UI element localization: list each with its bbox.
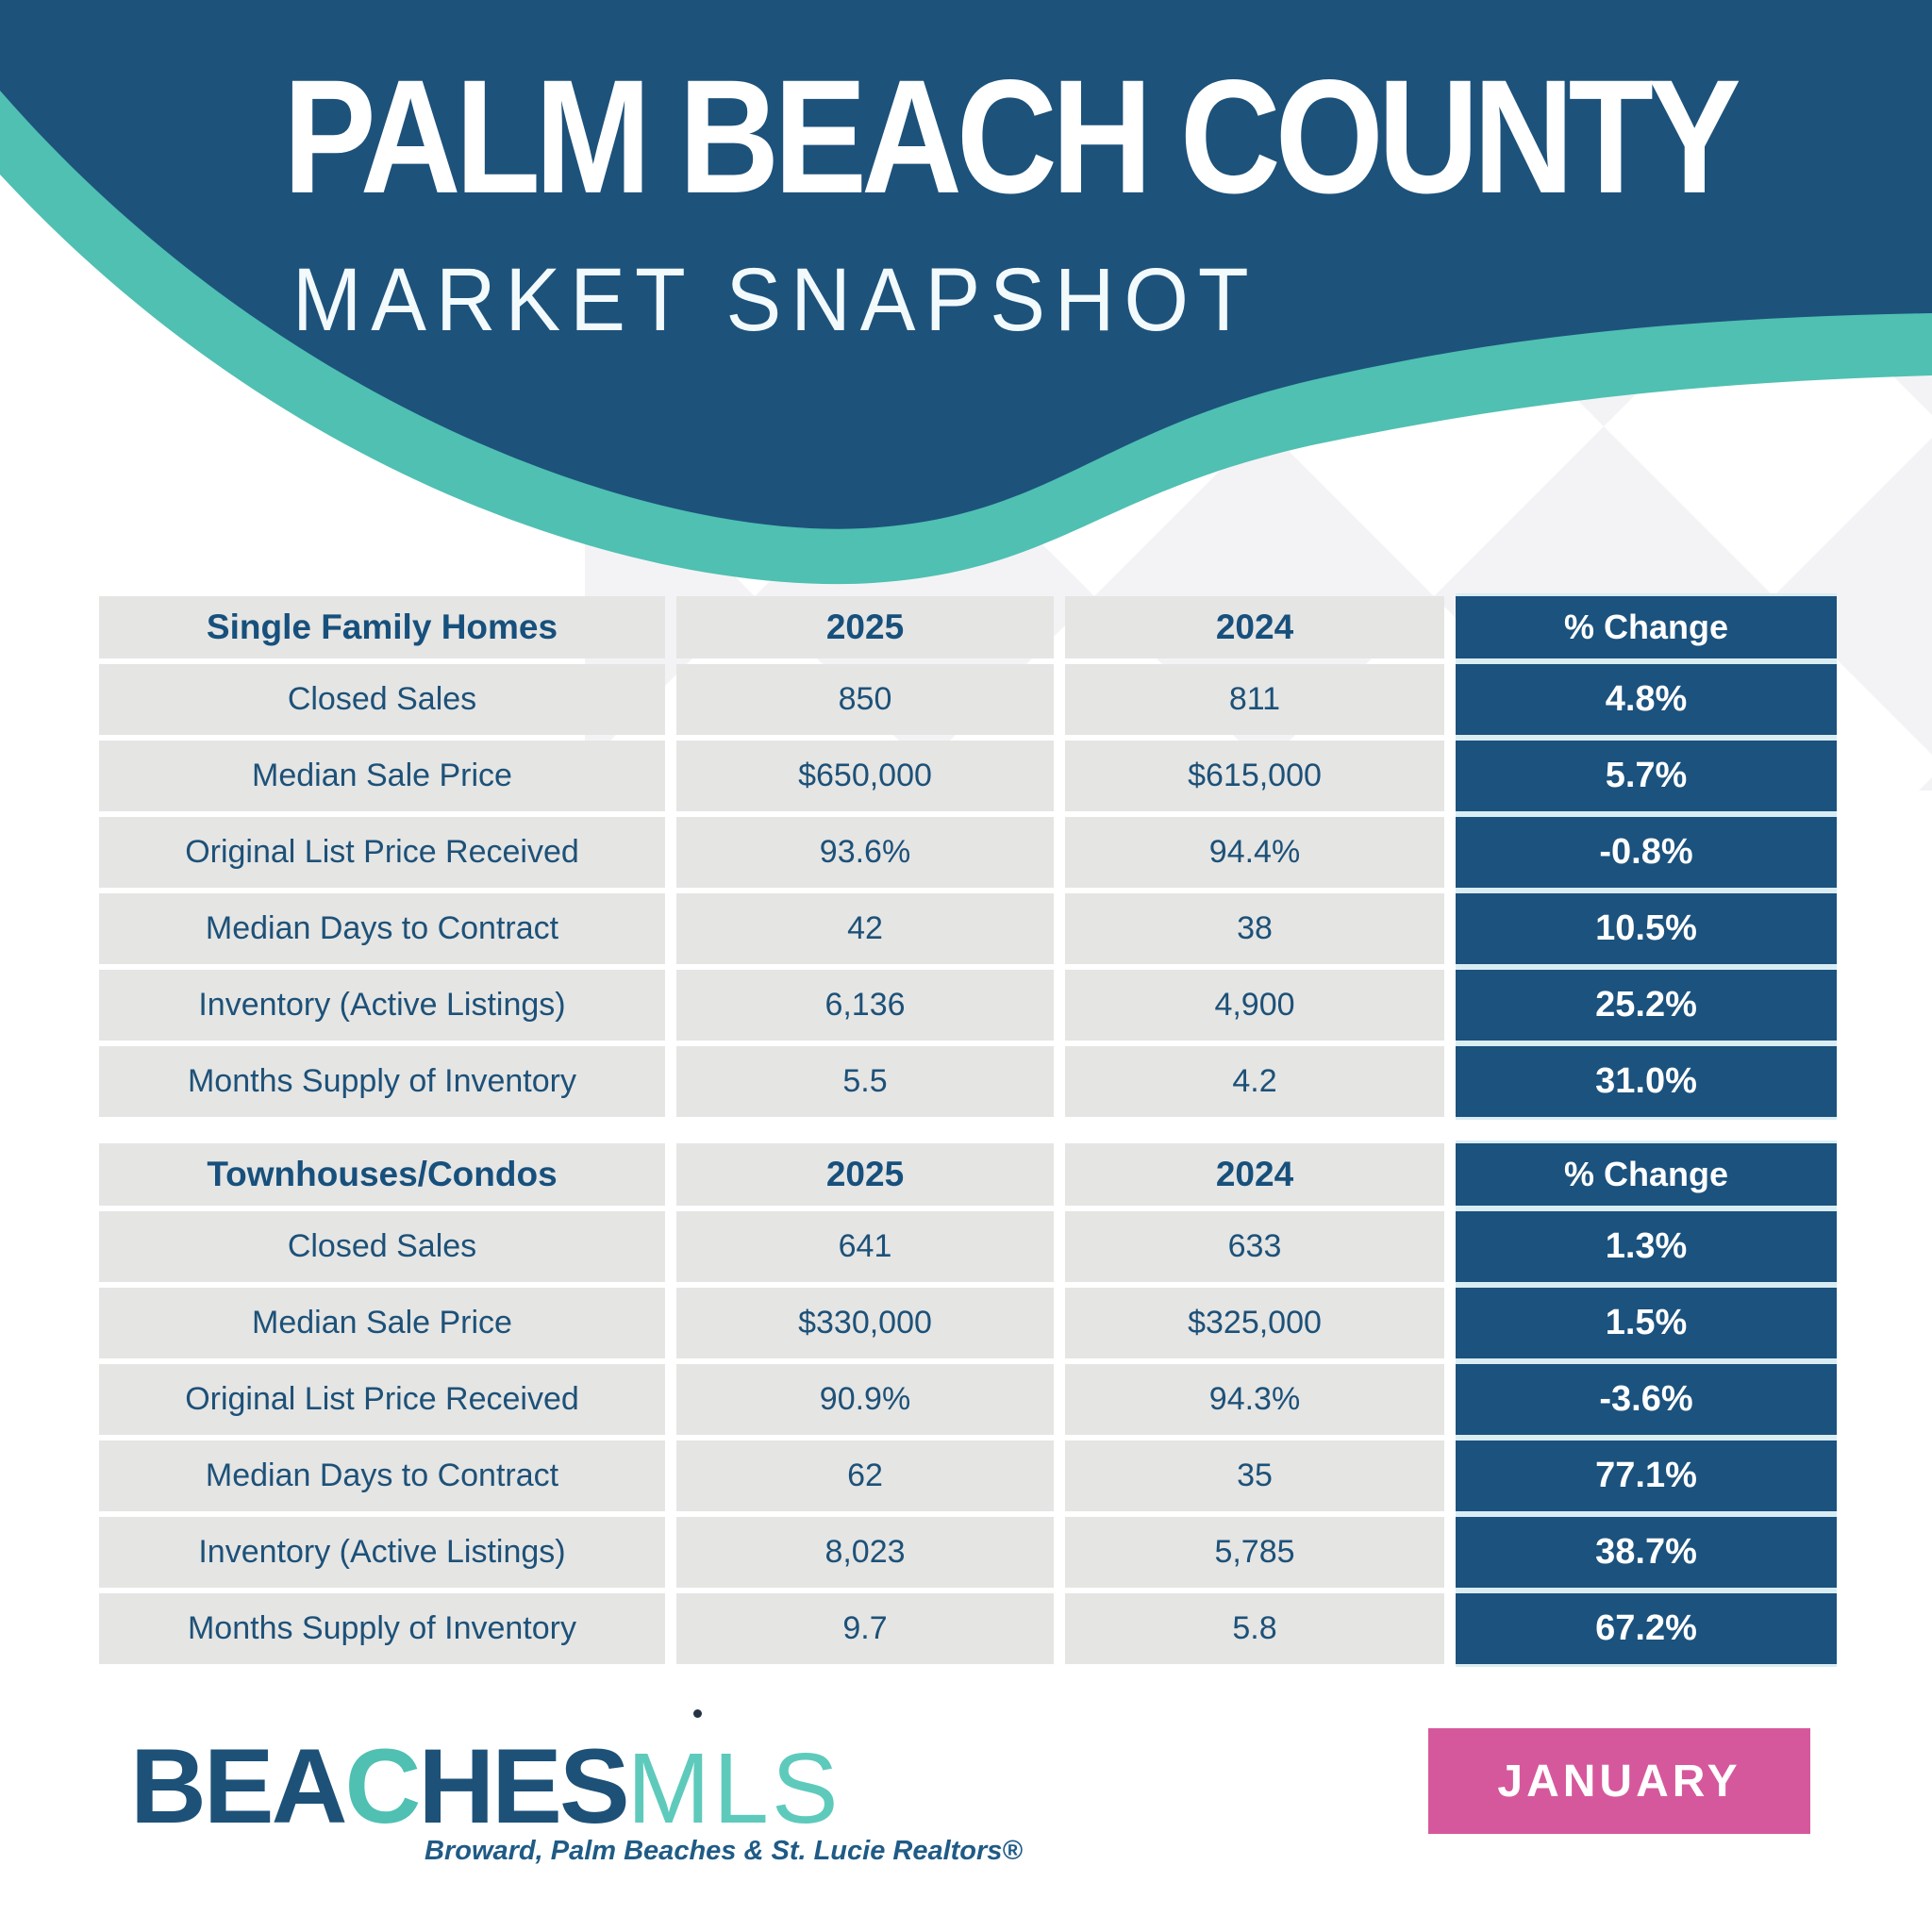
value-2025: 42	[676, 893, 1054, 964]
value-2024: 4,900	[1065, 970, 1444, 1041]
month-badge: JANUARY	[1428, 1728, 1810, 1834]
value-2025: 62	[676, 1441, 1054, 1511]
value-2024: 5,785	[1065, 1517, 1444, 1588]
row-label: Original List Price Received	[99, 817, 665, 888]
row-label: Median Days to Contract	[99, 893, 665, 964]
row-label: Inventory (Active Listings)	[99, 970, 665, 1041]
row-label: Months Supply of Inventory	[99, 1046, 665, 1117]
value-2024: 5.8	[1065, 1593, 1444, 1664]
value-2025: $330,000	[676, 1288, 1054, 1358]
row-label: Median Sale Price	[99, 741, 665, 811]
value-2025: 641	[676, 1211, 1054, 1282]
row-label: Closed Sales	[99, 664, 665, 735]
value-2024: 4.2	[1065, 1046, 1444, 1117]
value-change: 1.3%	[1456, 1211, 1837, 1282]
column-header-2024: 2024	[1065, 596, 1444, 658]
page-title: PALM BEACH COUNTY	[283, 46, 1741, 227]
logo-tagline: Broward, Palm Beaches & St. Lucie Realto…	[425, 1836, 1023, 1866]
logo-text-hes: HES	[418, 1727, 629, 1845]
value-change: 77.1%	[1456, 1441, 1837, 1511]
value-2024: 38	[1065, 893, 1444, 964]
logo-text-mls: MLS	[626, 1733, 841, 1844]
value-2025: 850	[676, 664, 1054, 735]
row-label: Months Supply of Inventory	[99, 1593, 665, 1664]
row-label: Inventory (Active Listings)	[99, 1517, 665, 1588]
logo-accent-dot	[693, 1709, 702, 1718]
value-change: 10.5%	[1456, 893, 1837, 964]
value-2024: 94.4%	[1065, 817, 1444, 888]
value-change: -3.6%	[1456, 1364, 1837, 1435]
value-change: 67.2%	[1456, 1593, 1837, 1664]
row-label: Median Sale Price	[99, 1288, 665, 1358]
column-header-2024: 2024	[1065, 1143, 1444, 1206]
value-2025: 93.6%	[676, 817, 1054, 888]
value-change: 1.5%	[1456, 1288, 1837, 1358]
value-2024: 633	[1065, 1211, 1444, 1282]
value-2024: $325,000	[1065, 1288, 1444, 1358]
value-change: 4.8%	[1456, 664, 1837, 735]
page-subtitle: MARKET SNAPSHOT	[292, 248, 1258, 350]
value-change: 5.7%	[1456, 741, 1837, 811]
value-2024: $615,000	[1065, 741, 1444, 811]
row-label: Median Days to Contract	[99, 1441, 665, 1511]
single-family-homes-table: Single Family Homes 2025 2024 % Change C…	[99, 596, 1837, 1117]
value-change: -0.8%	[1456, 817, 1837, 888]
column-header-2025: 2025	[676, 1143, 1054, 1206]
value-2024: 811	[1065, 664, 1444, 735]
column-header-change: % Change	[1456, 1143, 1837, 1206]
value-2025: 90.9%	[676, 1364, 1054, 1435]
value-2025: 6,136	[676, 970, 1054, 1041]
logo-text-bea: BEA	[130, 1727, 347, 1845]
value-2025: $650,000	[676, 741, 1054, 811]
wave-blue-shape	[0, 0, 1932, 529]
value-change: 38.7%	[1456, 1517, 1837, 1588]
value-change: 31.0%	[1456, 1046, 1837, 1117]
value-change: 25.2%	[1456, 970, 1837, 1041]
value-2025: 8,023	[676, 1517, 1054, 1588]
value-2025: 9.7	[676, 1593, 1054, 1664]
value-2024: 94.3%	[1065, 1364, 1444, 1435]
section-title: Single Family Homes	[99, 596, 665, 658]
townhouses-condos-table: Townhouses/Condos 2025 2024 % Change Clo…	[99, 1143, 1837, 1664]
wave-c-icon: C	[344, 1727, 421, 1845]
header-wave	[0, 0, 1932, 585]
value-2025: 5.5	[676, 1046, 1054, 1117]
column-header-2025: 2025	[676, 596, 1054, 658]
column-header-change: % Change	[1456, 596, 1837, 658]
value-2024: 35	[1065, 1441, 1444, 1511]
beachesmls-logo: BEACHESMLS	[130, 1734, 841, 1840]
header: PALM BEACH COUNTY MARKET SNAPSHOT	[283, 46, 1741, 343]
section-title: Townhouses/Condos	[99, 1143, 665, 1206]
row-label: Closed Sales	[99, 1211, 665, 1282]
row-label: Original List Price Received	[99, 1364, 665, 1435]
